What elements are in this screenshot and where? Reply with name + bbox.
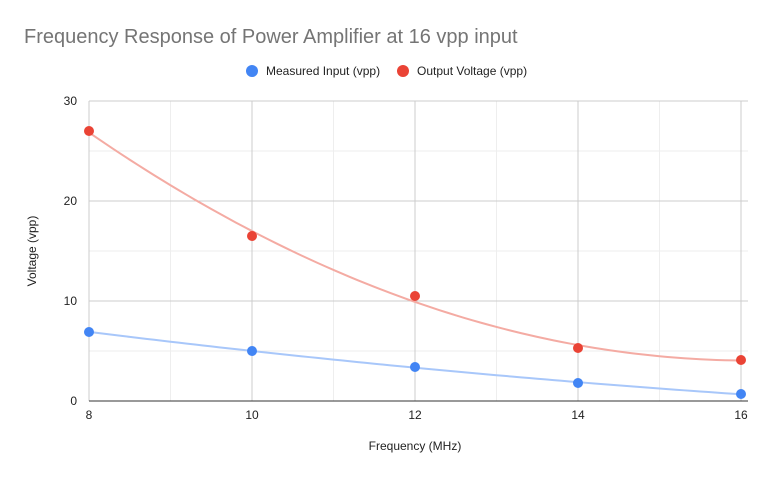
- legend-marker-measured-input: [246, 65, 258, 77]
- legend-label-measured-input: Measured Input (vpp): [266, 64, 380, 78]
- data-points: [84, 126, 746, 399]
- x-tick-label: 16: [734, 408, 748, 422]
- data-point-series-0: [736, 389, 746, 399]
- y-tick-label: 30: [64, 94, 78, 108]
- trendline-series-1: [88, 131, 742, 362]
- chart-title: Frequency Response of Power Amplifier at…: [24, 26, 518, 48]
- data-point-series-1: [410, 291, 420, 301]
- data-point-series-1: [84, 126, 94, 136]
- x-axis-title: Frequency (MHz): [369, 439, 462, 453]
- data-point-series-0: [84, 327, 94, 337]
- data-point-series-1: [247, 231, 257, 241]
- x-tick-label: 12: [408, 408, 422, 422]
- legend-label-output-voltage: Output Voltage (vpp): [417, 64, 527, 78]
- data-point-series-0: [410, 362, 420, 372]
- data-point-series-1: [573, 343, 583, 353]
- data-point-series-1: [736, 355, 746, 365]
- y-tick-label: 10: [64, 294, 78, 308]
- x-tick-label: 10: [245, 408, 259, 422]
- y-tick-label: 20: [64, 194, 78, 208]
- x-tick-label: 8: [86, 408, 93, 422]
- data-point-series-0: [573, 378, 583, 388]
- x-tick-label: 14: [571, 408, 585, 422]
- legend-marker-output-voltage: [397, 65, 409, 77]
- grid: [88, 100, 748, 401]
- tick-labels: 8 10 12 14 16 0 10 20 30: [64, 94, 748, 422]
- data-point-series-0: [247, 346, 257, 356]
- legend: Measured Input (vpp) Output Voltage (vpp…: [246, 64, 527, 78]
- y-axis-title: Voltage (vpp): [25, 216, 39, 287]
- y-tick-label: 0: [70, 394, 77, 408]
